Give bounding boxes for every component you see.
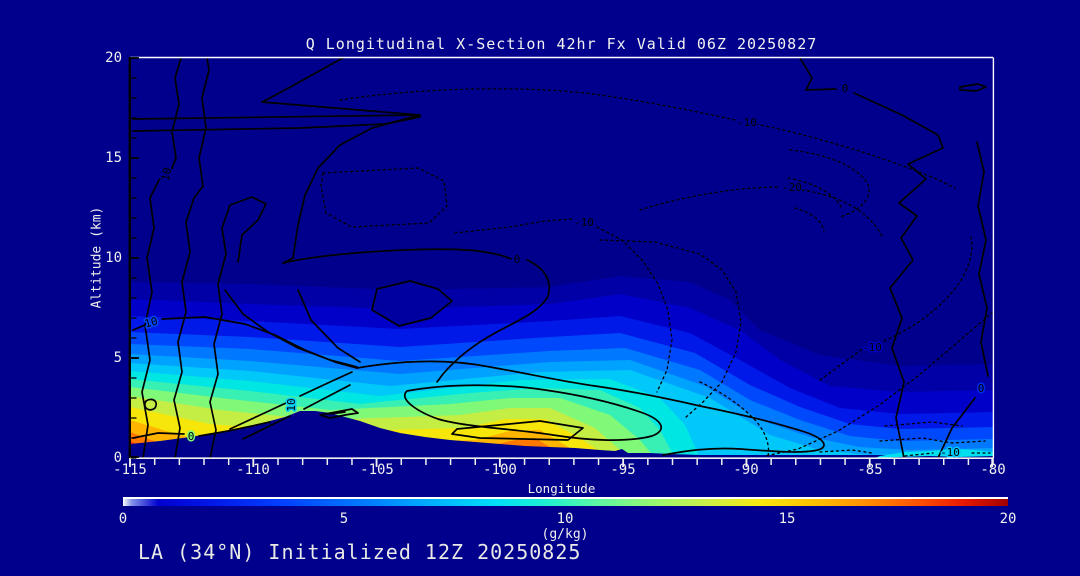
colorbar-tick-5: 5 <box>339 511 349 527</box>
x-tick--90: -90 <box>733 462 759 478</box>
colorbar-tick-15: 15 <box>778 511 796 527</box>
contour-label: -10 <box>737 116 757 129</box>
contour-labels: 10 0 -10 -10 -20 0 -10 10 0 10 0 -10 <box>142 81 986 459</box>
contour-label: -10 <box>574 216 594 229</box>
colorbar-units: (g/kg) <box>541 527 589 542</box>
dotted-contours <box>320 88 993 457</box>
plot-frame <box>128 56 995 467</box>
y-tick-20: 20 <box>105 50 122 66</box>
plot-title: Q Longitudinal X-Section 42hr Fx Valid 0… <box>305 35 818 53</box>
y-tick-5: 5 <box>113 350 122 366</box>
colorbar-tick-10: 10 <box>556 511 574 527</box>
colorbar <box>123 499 1008 506</box>
y-axis-label: Altitude (km) <box>89 206 105 309</box>
contour-label: 0 <box>514 253 521 266</box>
y-tick-10: 10 <box>105 250 122 266</box>
x-tick--115: -115 <box>113 462 147 478</box>
colorbar-tick-20: 20 <box>999 511 1017 527</box>
solid-contours <box>132 58 989 458</box>
contour-label: -10 <box>862 341 882 354</box>
terrain-silhouette <box>130 411 993 458</box>
xsection-plot: 10 0 -10 -10 -20 0 -10 10 0 10 0 -10 <box>128 56 995 467</box>
x-tick--85: -85 <box>857 462 883 478</box>
colorbar-top-border <box>123 497 1008 499</box>
contour-label: 0 <box>978 382 985 395</box>
x-tick--80: -80 <box>980 462 1006 478</box>
colorbar-tick-0: 0 <box>118 511 128 527</box>
left-spine <box>128 57 131 459</box>
y-major-ticks <box>131 57 139 458</box>
contour-label: -20 <box>782 181 802 194</box>
y-tick-15: 15 <box>105 150 122 166</box>
init-caption: LA (34°N) Initialized 12Z 20250825 <box>138 540 582 564</box>
x-major-ticks <box>129 458 994 467</box>
y-tick-0: 0 <box>113 450 122 466</box>
contour-label: 10 <box>143 315 159 331</box>
x-tick--100: -100 <box>483 462 517 478</box>
contour-label: 0 <box>842 82 849 95</box>
contour-label: 0 <box>188 430 195 443</box>
contour-label: 10 <box>285 398 298 411</box>
x-axis-label: Longitude <box>527 481 596 496</box>
x-tick--95: -95 <box>610 462 636 478</box>
dry-lens <box>372 281 452 326</box>
x-tick--105: -105 <box>360 462 394 478</box>
x-tick--110: -110 <box>236 462 270 478</box>
contour-label: -10 <box>940 446 960 459</box>
contour-label: 10 <box>159 166 174 182</box>
